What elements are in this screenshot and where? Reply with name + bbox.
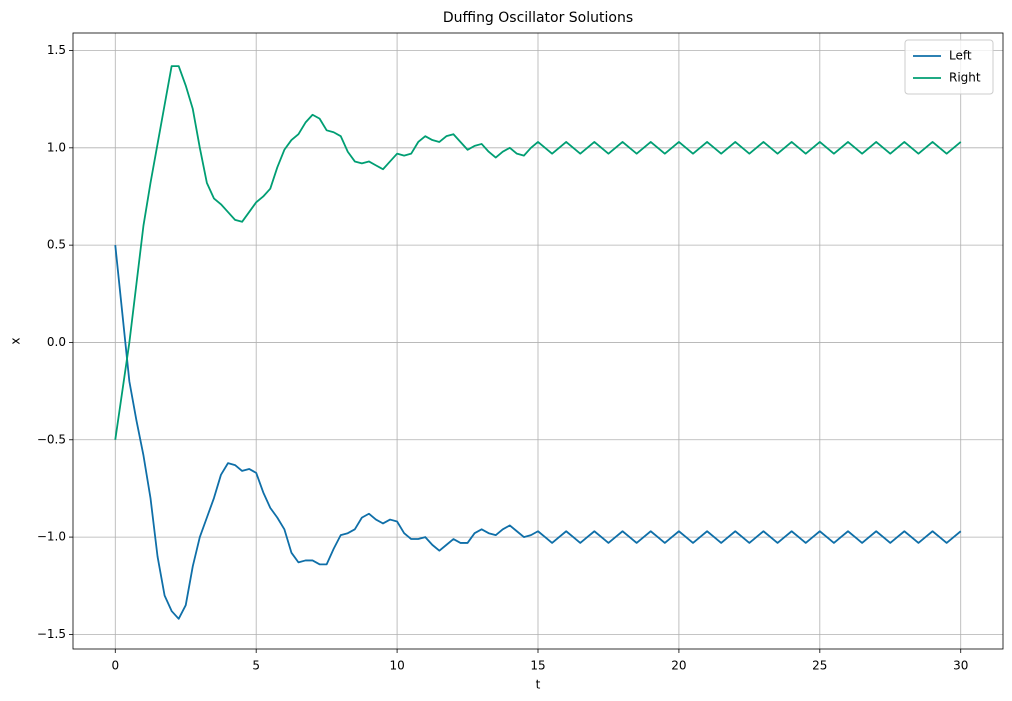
axes-frame xyxy=(72,32,1004,650)
x-tick-label: 10 xyxy=(389,659,404,673)
line-series xyxy=(114,65,962,440)
chart-title: Duffing Oscillator Solutions xyxy=(443,10,633,26)
legend-label: Right xyxy=(949,71,981,85)
y-tick-label: −1.5 xyxy=(37,627,66,641)
line-series xyxy=(114,245,962,620)
legend-label: Left xyxy=(949,49,972,63)
y-tick-label: 0.5 xyxy=(47,238,66,252)
legend: Left Right xyxy=(904,39,994,95)
y-tick-label: 1.0 xyxy=(47,140,66,154)
x-tick-label: 30 xyxy=(953,659,968,673)
x-tick-label: 5 xyxy=(252,659,260,673)
y-tick-label: −0.5 xyxy=(37,432,66,446)
x-tick-label: 20 xyxy=(671,659,686,673)
y-tick-label: −1.0 xyxy=(37,530,66,544)
legend-box xyxy=(904,39,994,95)
x-tick-label: 15 xyxy=(530,659,545,673)
x-tick-label: 0 xyxy=(111,659,119,673)
y-tick-label: 1.5 xyxy=(47,43,66,57)
x-tick-label: 25 xyxy=(812,659,827,673)
y-tick-label: 0.0 xyxy=(47,335,66,349)
x-axis-label: t xyxy=(536,678,541,692)
y-axis-label: x xyxy=(9,337,23,344)
